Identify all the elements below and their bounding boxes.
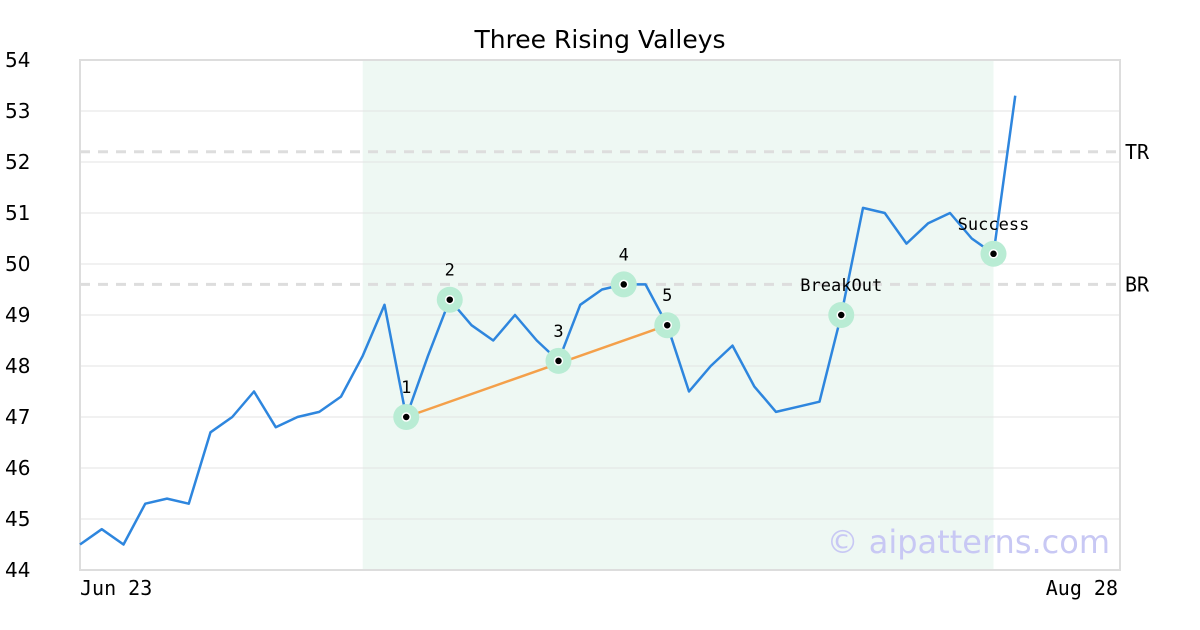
- y-tick-label: 49: [5, 303, 30, 327]
- pattern-point-label: 3: [553, 322, 563, 342]
- reference-lines: TR BR: [80, 140, 1150, 296]
- y-tick-label: 46: [5, 456, 30, 480]
- plot-frame: [79, 59, 1121, 571]
- chart-title: Three Rising Valleys: [473, 25, 725, 54]
- reference-label-br: BR: [1125, 272, 1150, 296]
- y-tick-label: 53: [5, 99, 30, 123]
- pattern-point-3: [553, 356, 564, 366]
- pattern-point-label: 5: [662, 286, 672, 306]
- y-tick-label: 44: [5, 558, 30, 582]
- x-tick-label: Aug 28: [1046, 576, 1118, 600]
- pattern-point-5: [662, 320, 672, 330]
- reference-label-tr: TR: [1125, 140, 1150, 164]
- x-tick-label: Jun 23: [80, 576, 152, 600]
- pattern-point-success: [988, 249, 999, 259]
- y-tick-label: 54: [5, 48, 30, 72]
- y-tick-label: 52: [5, 150, 30, 174]
- pattern-point-label: Success: [958, 215, 1030, 235]
- pattern-points: 1 2 3 4 5 BreakOut Success: [393, 215, 1029, 430]
- y-tick-label: 48: [5, 354, 30, 378]
- x-axis-ticks: Jun 23 Aug 28: [80, 576, 1118, 600]
- y-tick-label: 51: [5, 201, 30, 225]
- y-tick-label: 50: [5, 252, 30, 276]
- price-line: [79, 95, 1017, 546]
- pattern-point-2: [445, 294, 455, 305]
- pattern-point-label: 2: [445, 261, 455, 281]
- y-axis-ticks: 44 45 46 47 48 49 50 51 52 53 54: [5, 48, 30, 582]
- pattern-point-label: 1: [401, 378, 411, 398]
- pattern-point-breakout: [836, 310, 846, 320]
- pattern-point-label: BreakOut: [800, 276, 882, 296]
- watermark: © aipatterns.com: [827, 523, 1110, 561]
- pattern-point-label: 4: [619, 245, 629, 265]
- y-tick-label: 47: [5, 405, 30, 429]
- pattern-point-1: [401, 412, 411, 422]
- y-tick-label: 45: [5, 507, 30, 531]
- pattern-point-4: [619, 279, 629, 290]
- valley-trendline: [405, 324, 668, 419]
